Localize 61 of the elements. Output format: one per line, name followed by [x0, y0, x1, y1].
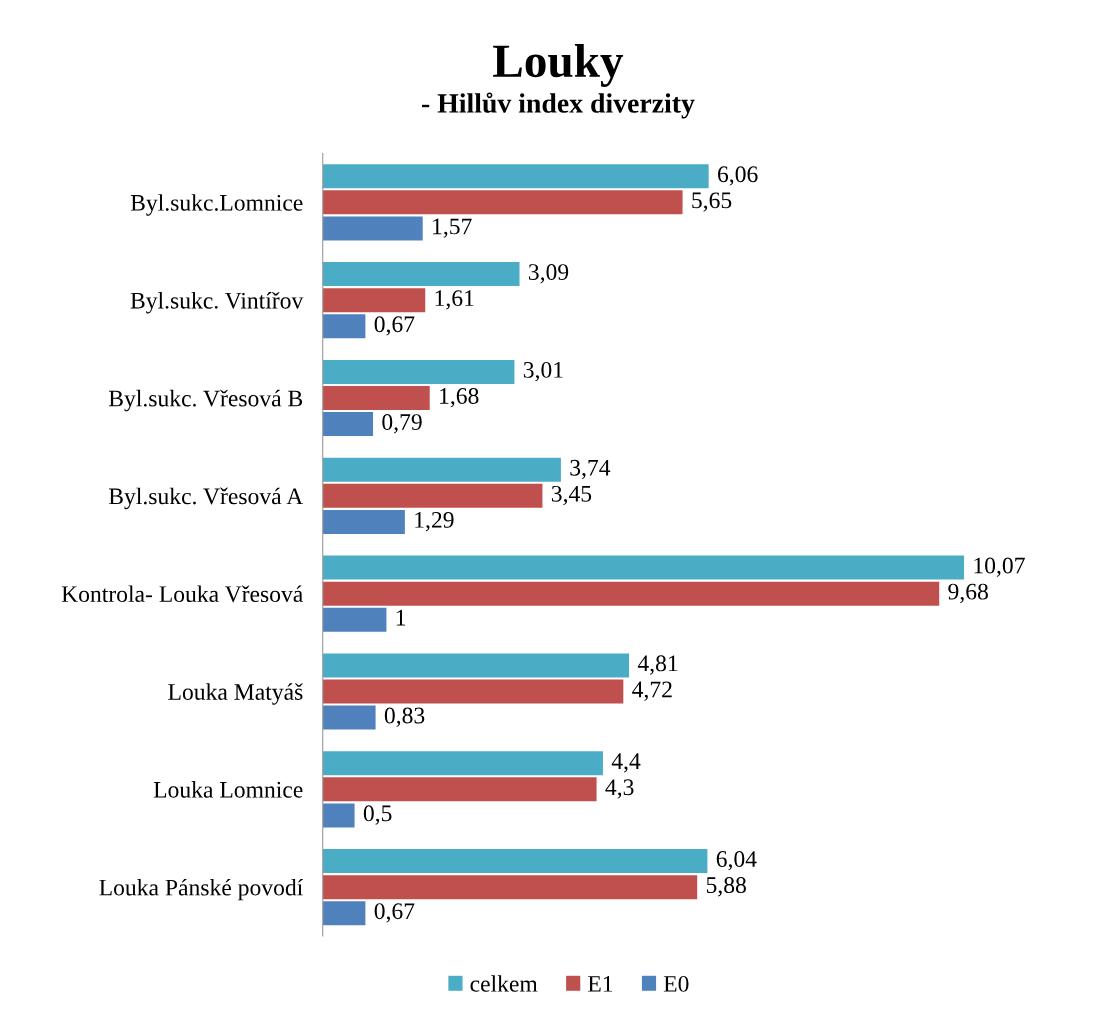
data-label: 6,06 [718, 166, 758, 186]
data-label: 5,88 [706, 877, 746, 897]
data-label: 4,4 [611, 753, 641, 773]
bar [322, 777, 597, 802]
y-tick-label: Byl.sukc. Vřesová A [108, 487, 304, 510]
bar [322, 509, 405, 534]
chart-subtitle: - Hillův index diverzity [422, 92, 695, 119]
data-label: 5,65 [692, 192, 732, 212]
data-label: 10,07 [974, 557, 1025, 577]
y-tick-label: Byl.sukc.Lomnice [130, 194, 303, 216]
data-label: 0,79 [382, 414, 422, 434]
data-label: 4,3 [605, 779, 634, 799]
bar [322, 849, 708, 874]
bar [322, 653, 630, 678]
bar [322, 386, 430, 411]
y-tick-label: Byl.sukc. Vintířov [130, 291, 304, 314]
bar [322, 679, 624, 704]
bar [322, 705, 376, 730]
bar [322, 483, 543, 508]
data-label: 6,04 [716, 851, 757, 871]
data-label: 1,29 [415, 511, 454, 532]
bar [322, 412, 374, 437]
bar [322, 751, 603, 776]
legend-label: E1 [588, 976, 613, 992]
bar [322, 457, 561, 482]
data-label: 1 [396, 609, 406, 626]
bar [322, 555, 965, 580]
data-label: 3,45 [551, 485, 592, 506]
bar [322, 190, 683, 215]
data-label: 0,83 [384, 707, 425, 727]
bar [322, 216, 423, 241]
bar [322, 359, 515, 384]
legend-label: E0 [663, 975, 689, 992]
bar [322, 288, 426, 313]
data-label: 3,01 [523, 361, 563, 382]
bar [322, 581, 940, 606]
legend-label: celkem [470, 975, 538, 992]
bar [322, 314, 366, 339]
data-label: 4,72 [632, 681, 672, 701]
bar [322, 901, 366, 926]
y-tick-label: Louka Lomnice [153, 781, 303, 798]
bar [322, 607, 387, 632]
chart-title: Louky [493, 43, 624, 87]
data-label: 1,57 [433, 218, 472, 238]
y-tick-label: Louka Matyáš [168, 683, 303, 705]
bar [322, 875, 698, 900]
data-label: 0,5 [363, 805, 392, 825]
data-label: 4,81 [637, 655, 678, 675]
data-label: 1,68 [440, 387, 479, 408]
bar [322, 803, 355, 828]
data-label: 0,67 [374, 316, 415, 336]
bar [322, 262, 520, 287]
data-label: 1,61 [435, 290, 474, 310]
data-label: 3,74 [570, 459, 611, 480]
data-label: 0,67 [374, 903, 415, 923]
y-tick-label: Byl.sukc. Vřesová B [108, 389, 303, 412]
y-tick-label: Kontrola- Louka Vřesová [61, 585, 303, 603]
data-label: 9,68 [948, 583, 988, 603]
y-tick-label: Louka Pánské povodí [99, 878, 304, 901]
data-label: 3,09 [528, 264, 569, 284]
bar [322, 164, 709, 189]
